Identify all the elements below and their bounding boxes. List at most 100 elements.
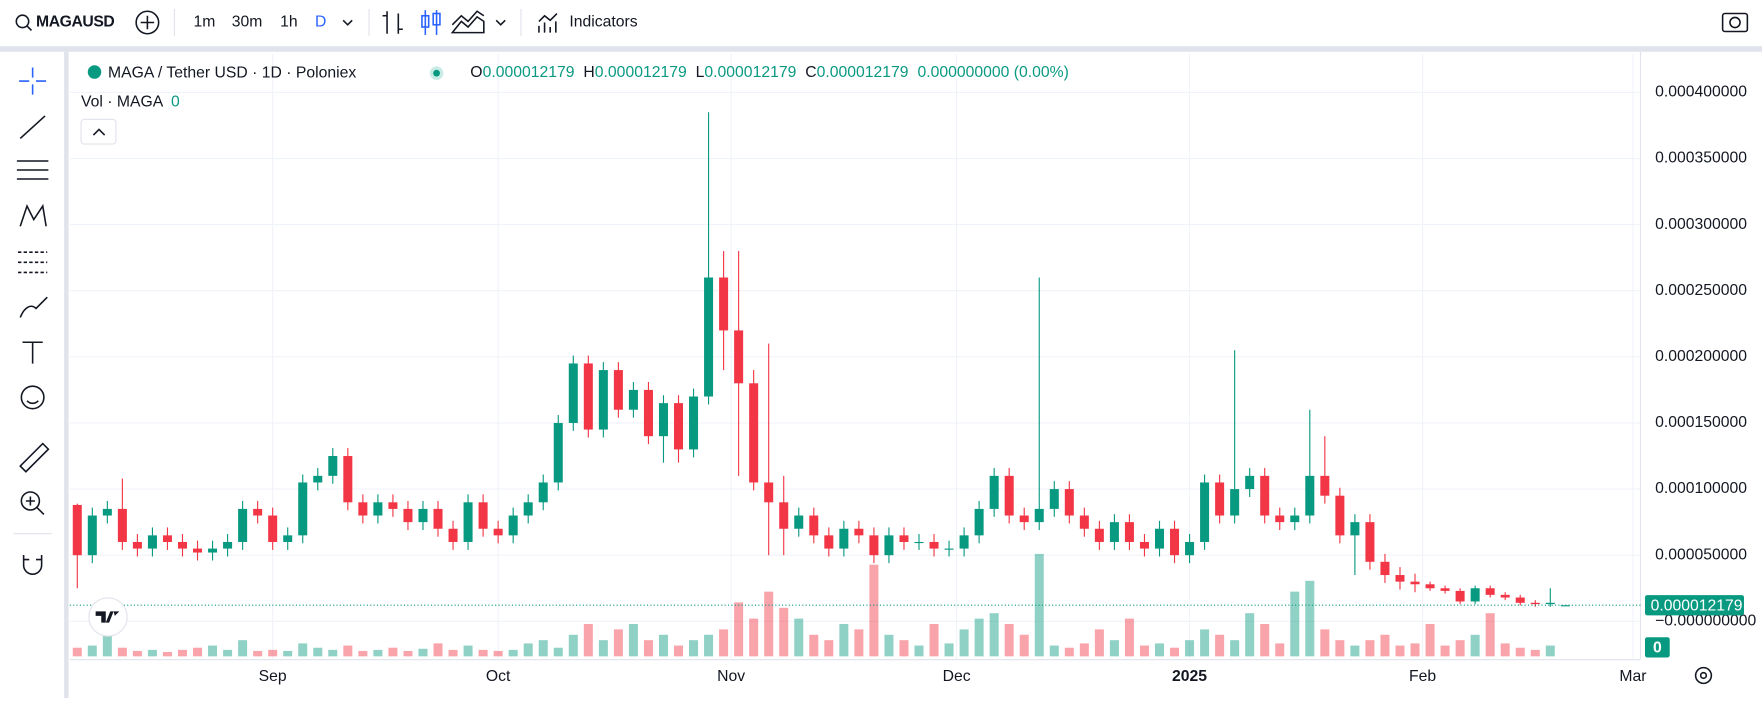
symbol[interactable]: MAGAUSD <box>36 14 115 31</box>
settings-button[interactable] <box>1694 666 1713 685</box>
interval[interactable]: 30m <box>232 14 263 31</box>
volume-bar <box>1440 645 1450 657</box>
candle-body <box>1515 597 1525 603</box>
candle-body <box>1500 594 1510 598</box>
volume-bar <box>794 618 804 657</box>
fib-tool[interactable] <box>16 160 49 180</box>
volume-bar <box>583 623 593 657</box>
ruler-tool[interactable] <box>19 442 50 473</box>
legend-value: 0.000012179 <box>817 64 909 81</box>
chevron[interactable] <box>495 19 506 26</box>
candle-body <box>1200 482 1210 542</box>
volume-bar <box>1530 649 1540 657</box>
interval-active[interactable]: D <box>315 14 326 31</box>
volume-bar <box>1380 634 1390 657</box>
candle-body <box>1305 475 1315 516</box>
bars-icon[interactable] <box>382 11 403 34</box>
volume-bar <box>673 645 684 657</box>
chevron[interactable] <box>342 19 353 26</box>
candle-body <box>884 535 894 556</box>
volume-bar <box>689 640 699 657</box>
volume-bar <box>1004 623 1014 657</box>
candle-body <box>433 508 443 529</box>
collapse-button[interactable] <box>80 118 117 145</box>
volume-bar <box>1094 629 1104 657</box>
crosshair-tool[interactable] <box>19 67 47 95</box>
candle-body <box>132 541 142 549</box>
volume-bar <box>899 640 909 657</box>
volume-bar <box>358 650 368 657</box>
volume-bar <box>568 634 578 657</box>
volume-bar <box>223 649 233 657</box>
candle-body <box>298 482 308 536</box>
volume-bar <box>1245 613 1255 657</box>
snapshot-button[interactable] <box>1721 12 1749 33</box>
candle-body <box>1395 575 1405 582</box>
indicators-icon[interactable] <box>538 12 558 33</box>
y-tick-label: 0.000100000 <box>1655 480 1747 497</box>
candle-body <box>839 528 849 549</box>
trend-line-tool[interactable] <box>19 115 46 140</box>
volume-bar <box>1154 643 1165 657</box>
candle-body <box>1004 475 1014 516</box>
plot <box>69 54 1641 659</box>
y-tick-label: −0.000000000 <box>1655 612 1756 629</box>
volume-bar <box>1079 643 1089 657</box>
volume-bar <box>1485 613 1495 657</box>
zoom-tool[interactable] <box>20 491 41 511</box>
emoji-tool[interactable] <box>20 385 45 410</box>
volume-bar <box>1170 647 1180 657</box>
interval[interactable]: 1h <box>280 14 298 31</box>
x-tick-label: Mar <box>1619 668 1646 685</box>
sidebar-border <box>64 51 69 698</box>
candle-body <box>463 502 473 542</box>
candle-body <box>493 528 503 536</box>
brush-tool[interactable] <box>19 296 48 318</box>
volume-bar <box>87 645 97 657</box>
candle-body <box>809 515 819 536</box>
y-tick-label: 0.000300000 <box>1655 216 1747 233</box>
volume-bar <box>989 613 999 657</box>
volume-bar <box>298 643 308 657</box>
volume-bar <box>929 623 939 657</box>
last-price-badge <box>1644 595 1744 616</box>
candle-body <box>1215 482 1225 516</box>
legend-value: 0.000012179 <box>483 64 575 81</box>
add-symbol[interactable] <box>135 10 160 35</box>
candle-body <box>162 535 172 542</box>
candle-body <box>72 504 82 556</box>
search-icon[interactable] <box>15 14 30 29</box>
magnet-tool[interactable] <box>22 555 43 575</box>
volume-bar <box>959 629 969 657</box>
candle-body <box>914 541 924 544</box>
volume-badge <box>1644 637 1670 658</box>
x-tick-label: Dec <box>943 668 971 685</box>
candle-body <box>689 396 699 450</box>
volume-bar <box>1200 629 1210 657</box>
tv-logo[interactable] <box>88 597 128 637</box>
candle-body <box>87 515 97 556</box>
candle-body <box>508 515 518 536</box>
candle-body <box>1064 489 1074 516</box>
candle-body <box>628 389 638 410</box>
legend-label: L <box>696 64 705 81</box>
candle-body <box>1290 515 1300 523</box>
pattern-tool[interactable] <box>19 203 47 227</box>
volume-bar <box>72 647 82 657</box>
last-price-label: 0.000012179 <box>1651 597 1743 614</box>
volume-bar <box>658 634 668 657</box>
volume-bar <box>1500 643 1510 657</box>
text-tool[interactable] <box>22 341 43 364</box>
volume-bar <box>418 648 428 657</box>
volume-bar <box>1260 623 1270 657</box>
candle-body <box>1335 495 1345 536</box>
interval[interactable]: 1m <box>194 14 216 31</box>
candle-body <box>418 508 428 523</box>
area-icon[interactable] <box>450 10 485 34</box>
volume-bar <box>162 652 172 657</box>
indicators-button[interactable]: Indicators <box>569 14 637 31</box>
candle-body <box>854 528 864 536</box>
volume-bar <box>1019 634 1029 657</box>
x-tick-label: Feb <box>1409 668 1436 685</box>
volume-bar <box>764 591 774 657</box>
